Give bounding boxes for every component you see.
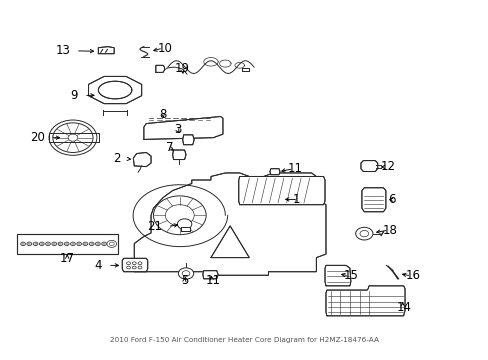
Polygon shape xyxy=(98,81,132,99)
Polygon shape xyxy=(181,227,190,231)
Text: 6: 6 xyxy=(387,193,395,206)
Text: 18: 18 xyxy=(382,224,397,237)
Polygon shape xyxy=(325,286,404,316)
Text: 21: 21 xyxy=(147,220,162,233)
Text: 2010 Ford F-150 Air Conditioner Heater Core Diagram for H2MZ-18476-AA: 2010 Ford F-150 Air Conditioner Heater C… xyxy=(110,337,378,343)
Circle shape xyxy=(177,219,191,229)
Text: 1: 1 xyxy=(292,193,299,206)
Text: 9: 9 xyxy=(71,89,78,102)
Text: 13: 13 xyxy=(55,44,70,57)
Circle shape xyxy=(178,268,193,279)
Polygon shape xyxy=(238,176,325,205)
Polygon shape xyxy=(203,271,218,279)
Text: 11: 11 xyxy=(287,162,302,175)
Text: 4: 4 xyxy=(95,259,102,272)
Text: 14: 14 xyxy=(396,301,411,314)
Polygon shape xyxy=(183,135,194,145)
Text: 12: 12 xyxy=(380,161,395,174)
Text: 17: 17 xyxy=(60,252,75,265)
Text: 2: 2 xyxy=(113,152,121,165)
Polygon shape xyxy=(361,188,385,212)
Polygon shape xyxy=(210,226,249,258)
Polygon shape xyxy=(122,258,147,272)
Text: 10: 10 xyxy=(157,41,172,55)
Text: 16: 16 xyxy=(405,270,420,283)
Polygon shape xyxy=(269,169,280,175)
Polygon shape xyxy=(360,161,377,171)
Polygon shape xyxy=(49,134,99,142)
Text: 11: 11 xyxy=(206,274,221,287)
Circle shape xyxy=(68,134,78,141)
Polygon shape xyxy=(133,153,151,167)
Text: 19: 19 xyxy=(174,62,189,75)
Text: 8: 8 xyxy=(159,108,166,121)
Polygon shape xyxy=(325,265,350,286)
Text: 7: 7 xyxy=(165,141,173,154)
Polygon shape xyxy=(134,173,325,275)
Polygon shape xyxy=(156,66,164,72)
Polygon shape xyxy=(172,150,185,159)
Text: 15: 15 xyxy=(343,270,357,283)
Bar xyxy=(17,234,117,254)
Polygon shape xyxy=(143,117,223,139)
Text: 20: 20 xyxy=(30,131,44,144)
Polygon shape xyxy=(88,76,142,104)
Text: 5: 5 xyxy=(181,274,188,287)
Circle shape xyxy=(355,227,372,240)
Polygon shape xyxy=(98,47,114,54)
Text: 3: 3 xyxy=(173,123,181,136)
Polygon shape xyxy=(242,68,249,71)
